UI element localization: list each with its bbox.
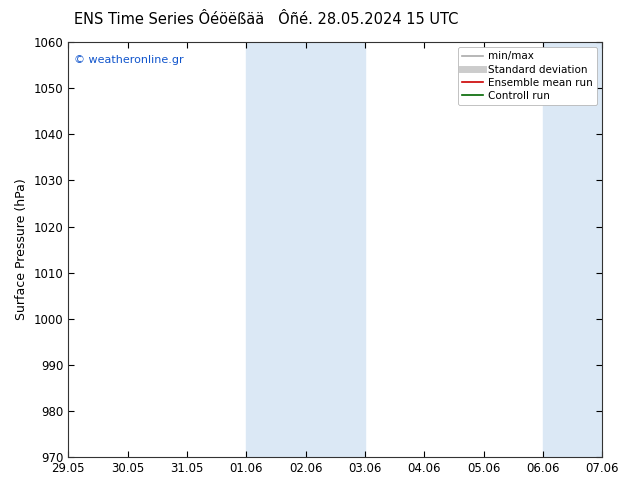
Legend: min/max, Standard deviation, Ensemble mean run, Controll run: min/max, Standard deviation, Ensemble me… — [458, 47, 597, 105]
Y-axis label: Surface Pressure (hPa): Surface Pressure (hPa) — [15, 179, 28, 320]
Text: ENS Time Series Ôéöëßää   Ôñé. 28.05.2024 15 UTC: ENS Time Series Ôéöëßää Ôñé. 28.05.2024 … — [74, 12, 458, 27]
Bar — [246, 42, 365, 457]
Bar — [543, 42, 602, 457]
Text: © weatheronline.gr: © weatheronline.gr — [74, 54, 183, 65]
